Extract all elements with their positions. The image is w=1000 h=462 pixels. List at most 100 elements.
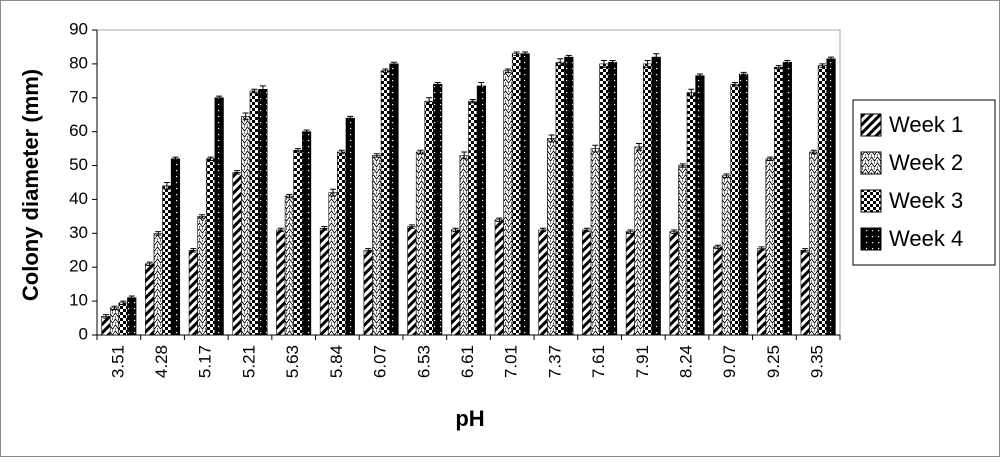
error-bar xyxy=(478,82,485,90)
error-bar xyxy=(120,300,127,305)
error-bar xyxy=(696,73,703,78)
bar xyxy=(380,70,390,336)
bar xyxy=(669,231,679,336)
legend-swatch xyxy=(860,227,882,251)
bar xyxy=(634,146,644,336)
x-tick-label: 5.17 xyxy=(196,345,215,378)
bar xyxy=(424,100,434,336)
error-bar xyxy=(723,173,730,178)
x-tick-label: 3.51 xyxy=(108,345,127,378)
legend-swatch xyxy=(860,189,882,213)
bar xyxy=(249,90,259,336)
bar xyxy=(503,70,513,336)
error-bar xyxy=(732,82,739,87)
bar xyxy=(319,227,330,336)
error-bar xyxy=(373,153,380,158)
bar xyxy=(101,316,111,336)
error-bar xyxy=(259,85,266,94)
bar xyxy=(599,63,609,336)
error-bar xyxy=(469,98,476,104)
error-bar xyxy=(767,156,774,161)
error-bar xyxy=(452,227,459,233)
error-bar xyxy=(810,149,817,155)
error-bar xyxy=(565,54,572,60)
error-bar xyxy=(198,214,205,219)
bar xyxy=(389,63,399,336)
x-tick-label: 8.24 xyxy=(677,345,696,378)
x-tick-label: 6.53 xyxy=(414,345,433,378)
y-tick-label: 40 xyxy=(69,189,88,208)
error-bar xyxy=(714,244,721,250)
error-bar xyxy=(216,95,223,100)
bar xyxy=(643,63,653,336)
error-bar xyxy=(740,71,747,77)
error-bar xyxy=(758,246,765,251)
error-bar xyxy=(609,60,616,65)
y-tick-label: 20 xyxy=(69,257,88,276)
y-tick-label: 0 xyxy=(79,324,88,343)
x-tick-label: 4.28 xyxy=(152,345,171,378)
bar xyxy=(765,158,775,336)
y-axis-title: Colony diameter (mm) xyxy=(18,69,43,301)
bar xyxy=(817,65,828,336)
bar xyxy=(756,248,767,336)
error-bar xyxy=(819,63,826,68)
x-tick-label: 5.84 xyxy=(327,345,346,378)
bar xyxy=(328,192,338,336)
error-bar xyxy=(540,227,547,233)
bar xyxy=(564,56,574,336)
legend-swatch xyxy=(860,113,882,137)
bar xyxy=(153,233,163,336)
bar xyxy=(459,155,469,336)
bar xyxy=(555,61,565,336)
error-bar xyxy=(548,134,555,143)
legend-label: Week 3 xyxy=(889,188,963,213)
bar xyxy=(730,83,740,336)
error-bar xyxy=(330,188,337,197)
error-bar xyxy=(522,51,529,56)
bar xyxy=(162,185,172,336)
bar xyxy=(468,100,478,336)
bar xyxy=(214,97,224,336)
x-tick-label: 9.07 xyxy=(720,345,739,378)
bar xyxy=(538,229,548,336)
error-bar xyxy=(504,68,511,73)
bar xyxy=(547,138,557,336)
bar xyxy=(345,117,355,336)
error-bar xyxy=(417,149,424,155)
error-bar xyxy=(426,97,433,106)
error-bar xyxy=(365,248,372,253)
bar xyxy=(713,246,723,336)
bar xyxy=(800,249,810,336)
error-bar xyxy=(496,217,503,222)
error-bar xyxy=(557,58,564,67)
bar xyxy=(205,158,216,336)
legend-label: Week 2 xyxy=(889,150,963,175)
bar xyxy=(520,53,530,336)
error-bar xyxy=(286,193,293,199)
error-bar xyxy=(321,226,328,231)
x-tick-label: 7.61 xyxy=(589,345,608,378)
x-tick-label: 9.35 xyxy=(808,345,827,378)
bar xyxy=(415,151,426,336)
bar xyxy=(372,155,382,336)
bar xyxy=(450,229,461,336)
x-tick-label: 5.63 xyxy=(283,345,302,378)
bar xyxy=(363,249,373,336)
bar xyxy=(782,61,792,336)
error-bar xyxy=(513,51,520,56)
bar xyxy=(433,83,443,336)
error-bar xyxy=(775,65,782,70)
error-bar xyxy=(461,151,468,160)
error-bar xyxy=(434,82,441,87)
error-bar xyxy=(251,88,258,94)
bar xyxy=(695,75,705,336)
y-tick-label: 10 xyxy=(69,291,88,310)
error-bar xyxy=(347,115,354,121)
bar xyxy=(337,151,347,336)
bar xyxy=(607,61,618,336)
x-tick-label: 9.25 xyxy=(764,345,783,378)
error-bar xyxy=(688,88,695,97)
bar xyxy=(109,307,120,336)
legend-label: Week 1 xyxy=(889,112,963,137)
